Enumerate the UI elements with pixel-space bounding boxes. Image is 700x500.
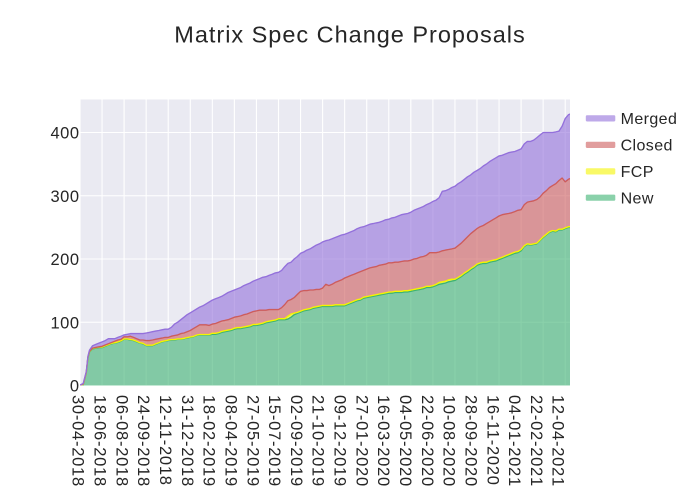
svg-text:21-10-2019: 21-10-2019 <box>309 395 327 487</box>
svg-text:300: 300 <box>50 188 79 206</box>
svg-text:27-01-2020: 27-01-2020 <box>352 395 370 487</box>
svg-text:08-04-2019: 08-04-2019 <box>221 395 239 487</box>
svg-text:FCP: FCP <box>621 164 654 181</box>
svg-text:06-08-2018: 06-08-2018 <box>112 395 130 487</box>
svg-text:12-11-2018: 12-11-2018 <box>156 395 174 486</box>
svg-text:09-12-2019: 09-12-2019 <box>331 395 349 487</box>
svg-text:0: 0 <box>70 378 80 396</box>
svg-text:10-08-2020: 10-08-2020 <box>440 395 458 487</box>
svg-text:27-05-2019: 27-05-2019 <box>243 395 261 487</box>
svg-text:Closed: Closed <box>621 138 673 155</box>
svg-text:24-09-2018: 24-09-2018 <box>134 395 152 487</box>
svg-text:Merged: Merged <box>621 111 678 128</box>
svg-text:28-09-2020: 28-09-2020 <box>461 395 479 487</box>
svg-text:100: 100 <box>50 314 79 332</box>
svg-text:04-05-2020: 04-05-2020 <box>396 395 414 487</box>
svg-text:22-06-2020: 22-06-2020 <box>418 395 436 487</box>
svg-text:16-03-2020: 16-03-2020 <box>374 395 392 487</box>
svg-text:31-12-2018: 31-12-2018 <box>178 395 196 487</box>
svg-text:16-11-2020: 16-11-2020 <box>483 395 501 486</box>
svg-text:12-04-2021: 12-04-2021 <box>549 395 567 487</box>
svg-text:200: 200 <box>50 251 79 269</box>
svg-text:22-02-2021: 22-02-2021 <box>527 395 545 487</box>
svg-text:18-06-2018: 18-06-2018 <box>91 395 109 487</box>
svg-text:15-07-2019: 15-07-2019 <box>265 395 283 487</box>
svg-text:New: New <box>621 190 654 207</box>
svg-text:30-04-2018: 30-04-2018 <box>69 395 87 487</box>
svg-text:400: 400 <box>50 125 79 143</box>
svg-text:Matrix Spec Change Proposals: Matrix Spec Change Proposals <box>174 21 525 47</box>
svg-text:02-09-2019: 02-09-2019 <box>287 395 305 487</box>
svg-text:18-02-2019: 18-02-2019 <box>200 395 218 487</box>
svg-text:04-01-2021: 04-01-2021 <box>505 395 523 487</box>
